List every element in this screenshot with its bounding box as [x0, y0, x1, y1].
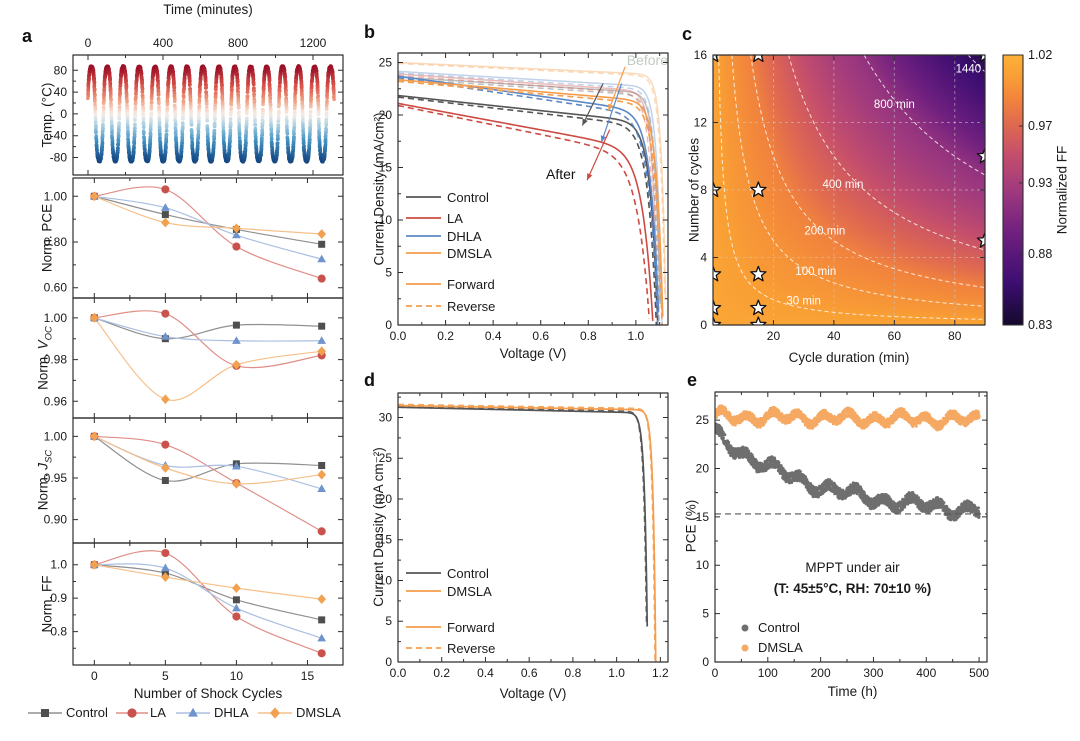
figure-panel: a b c d e Time (minutes) Temp. (°C) Norm… [0, 0, 1080, 741]
figure-canvas [0, 0, 1080, 741]
